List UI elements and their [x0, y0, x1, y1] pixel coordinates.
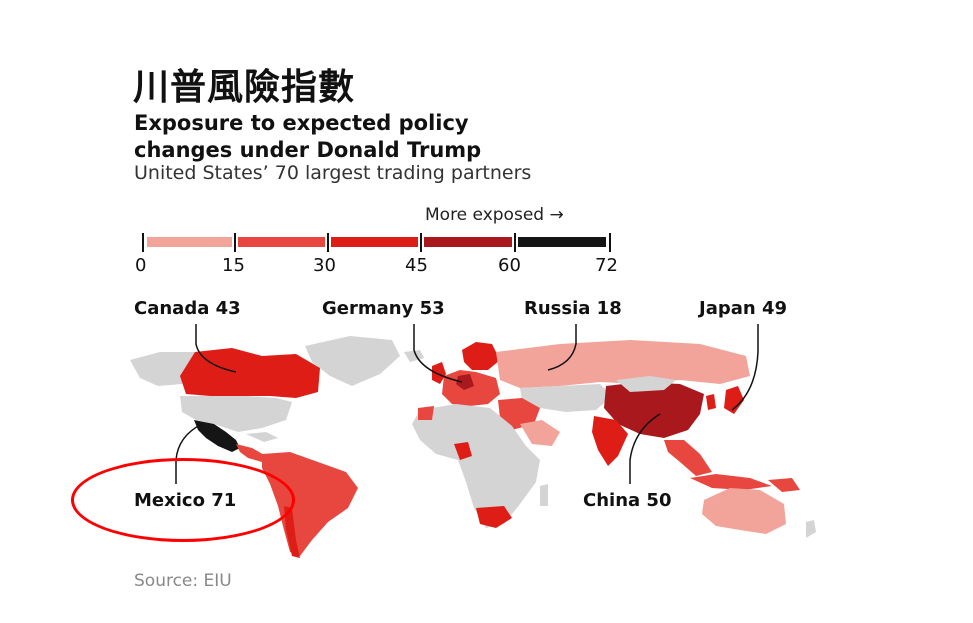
usa-shape — [180, 396, 292, 432]
africa-shape — [412, 404, 540, 528]
mexico-highlight-circle — [71, 458, 295, 542]
callout-china: China 50 — [583, 490, 672, 511]
callout-russia: Russia 18 — [524, 298, 622, 319]
middle-east-shape — [498, 398, 540, 430]
canada-shape — [180, 348, 320, 398]
chinese-title: 川普風險指數 — [133, 67, 356, 108]
new-zealand-shape — [806, 520, 816, 538]
uk-shape — [432, 362, 446, 384]
callout-germany: Germany 53 — [322, 298, 445, 319]
more-exposed-label: More exposed → — [425, 205, 564, 225]
europe-shape — [442, 370, 500, 406]
korea-shape — [706, 394, 716, 410]
scandinavia-shape — [462, 342, 500, 370]
germany-shape — [456, 374, 474, 390]
source-note: Source: EIU — [134, 571, 232, 591]
india-shape — [592, 416, 628, 466]
papua-shape — [768, 478, 800, 492]
mongolia-shape — [616, 376, 676, 392]
chart-subhead: United States’ 70 largest trading partne… — [134, 162, 532, 184]
southeast-asia-shape — [664, 440, 712, 476]
chile-shape — [284, 506, 300, 558]
japan-shape — [724, 386, 744, 414]
arabia-shape — [520, 420, 560, 446]
russia-leader-line — [547, 324, 577, 371]
greenland-shape — [305, 336, 400, 386]
canada-leader-line — [195, 324, 237, 373]
chart-headline: Exposure to expected policy changes unde… — [134, 111, 482, 162]
japan-leader-line — [731, 324, 759, 411]
morocco-shape — [418, 406, 434, 420]
south-africa-shape — [476, 506, 512, 528]
china-leader-line — [629, 413, 661, 484]
china-shape — [604, 382, 704, 438]
germany-leader-line — [413, 324, 463, 383]
callout-canada: Canada 43 — [134, 298, 241, 319]
indonesia-shape — [690, 474, 772, 490]
callout-japan: Japan 49 — [699, 298, 788, 319]
russia-shape — [496, 340, 750, 388]
mexico-shape — [194, 420, 240, 452]
central-america-shape — [236, 444, 266, 462]
caribbean-shape — [246, 432, 278, 442]
madagascar-shape — [540, 484, 548, 506]
central-asia-shape — [520, 384, 612, 412]
nigeria-shape — [454, 442, 472, 460]
australia-shape — [702, 488, 786, 534]
brazil-shape — [300, 466, 352, 518]
